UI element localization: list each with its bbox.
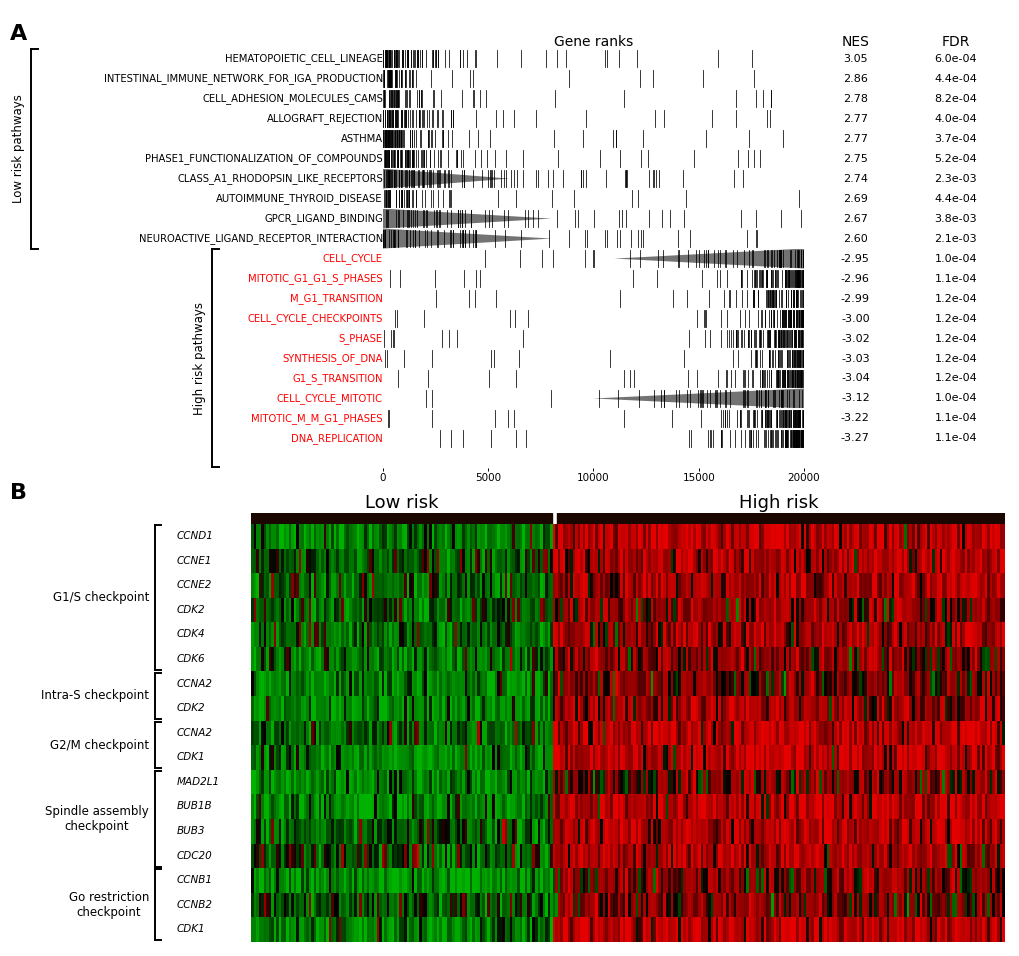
Text: BUB3: BUB3 <box>176 826 205 836</box>
Text: 1.2e-04: 1.2e-04 <box>933 293 976 304</box>
Text: G1/S checkpoint: G1/S checkpoint <box>52 591 149 604</box>
Text: SYNTHESIS_OF_DNA: SYNTHESIS_OF_DNA <box>282 353 382 364</box>
Text: 1.2e-04: 1.2e-04 <box>933 374 976 383</box>
Text: CDK1: CDK1 <box>176 752 205 762</box>
Text: CDK2: CDK2 <box>176 704 205 713</box>
Text: -3.02: -3.02 <box>841 334 869 343</box>
Text: 2.86: 2.86 <box>842 74 867 84</box>
Text: 1.0e-04: 1.0e-04 <box>933 253 976 264</box>
Text: AUTOIMMUNE_THYROID_DISEASE: AUTOIMMUNE_THYROID_DISEASE <box>216 193 382 204</box>
Text: 2.69: 2.69 <box>842 193 867 204</box>
Text: 2.1e-03: 2.1e-03 <box>933 233 976 244</box>
Text: HEMATOPOIETIC_CELL_LINEAGE: HEMATOPOIETIC_CELL_LINEAGE <box>225 54 382 64</box>
Text: High risk: High risk <box>738 493 817 511</box>
Text: 1.2e-04: 1.2e-04 <box>933 354 976 363</box>
Text: CELL_CYCLE_MITOTIC: CELL_CYCLE_MITOTIC <box>276 393 382 404</box>
Text: -2.99: -2.99 <box>840 293 869 304</box>
Text: 2.3e-03: 2.3e-03 <box>933 174 976 184</box>
Text: G1_S_TRANSITION: G1_S_TRANSITION <box>292 373 382 384</box>
Text: 3.7e-04: 3.7e-04 <box>933 134 976 143</box>
Text: -3.04: -3.04 <box>841 374 869 383</box>
Text: -3.03: -3.03 <box>841 354 869 363</box>
Text: NES: NES <box>841 35 868 50</box>
Text: CDK4: CDK4 <box>176 629 205 640</box>
Text: B: B <box>10 483 28 503</box>
Polygon shape <box>593 388 803 408</box>
Text: CDK2: CDK2 <box>176 605 205 615</box>
Bar <box>251 512 551 524</box>
Text: CDK6: CDK6 <box>176 654 205 664</box>
Text: High risk pathways: High risk pathways <box>193 301 206 415</box>
Polygon shape <box>382 228 551 249</box>
Text: 1.2e-04: 1.2e-04 <box>933 334 976 343</box>
Text: -2.96: -2.96 <box>840 273 869 284</box>
Text: 1.1e-04: 1.1e-04 <box>933 433 976 444</box>
Text: Spindle assembly
checkpoint: Spindle assembly checkpoint <box>45 805 149 833</box>
Text: CELL_ADHESION_MOLECULES_CAMS: CELL_ADHESION_MOLECULES_CAMS <box>202 93 382 104</box>
Text: 5.2e-04: 5.2e-04 <box>933 154 976 163</box>
Text: 2.78: 2.78 <box>842 94 867 103</box>
Text: INTESTINAL_IMMUNE_NETWORK_FOR_IGA_PRODUCTION: INTESTINAL_IMMUNE_NETWORK_FOR_IGA_PRODUC… <box>104 74 382 84</box>
Text: 2.60: 2.60 <box>842 233 867 244</box>
Text: 4.0e-04: 4.0e-04 <box>933 114 976 123</box>
Text: CCNA2: CCNA2 <box>176 728 212 738</box>
Text: 8.2e-04: 8.2e-04 <box>933 94 976 103</box>
Text: GPCR_LIGAND_BINDING: GPCR_LIGAND_BINDING <box>264 213 382 224</box>
Text: 3.8e-03: 3.8e-03 <box>933 213 976 224</box>
Text: MAD2L1: MAD2L1 <box>176 777 219 787</box>
Text: 1.1e-04: 1.1e-04 <box>933 413 976 424</box>
Text: 3.05: 3.05 <box>843 54 867 64</box>
Text: 6.0e-04: 6.0e-04 <box>933 54 976 64</box>
Text: 2.77: 2.77 <box>842 134 867 143</box>
Text: -3.00: -3.00 <box>841 314 869 323</box>
Text: Gene ranks: Gene ranks <box>553 35 633 50</box>
Text: DNA_REPLICATION: DNA_REPLICATION <box>290 433 382 444</box>
Text: S_PHASE: S_PHASE <box>338 333 382 344</box>
Text: -2.95: -2.95 <box>840 253 869 264</box>
Text: 1.1e-04: 1.1e-04 <box>933 273 976 284</box>
Text: 2.75: 2.75 <box>842 154 867 163</box>
Text: MITOTIC_M_M_G1_PHASES: MITOTIC_M_M_G1_PHASES <box>251 413 382 424</box>
Polygon shape <box>613 249 803 269</box>
Text: CCND1: CCND1 <box>176 532 213 541</box>
Text: Low risk: Low risk <box>365 493 438 511</box>
Bar <box>556 512 1004 524</box>
Text: CCNE2: CCNE2 <box>176 580 212 590</box>
Polygon shape <box>382 168 508 188</box>
Text: 2.74: 2.74 <box>842 174 867 184</box>
Text: 1.2e-04: 1.2e-04 <box>933 314 976 323</box>
Text: CLASS_A1_RHODOPSIN_LIKE_RECEPTORS: CLASS_A1_RHODOPSIN_LIKE_RECEPTORS <box>177 173 382 185</box>
Text: 2.67: 2.67 <box>842 213 867 224</box>
Text: CCNB2: CCNB2 <box>176 900 212 910</box>
Text: MITOTIC_G1_G1_S_PHASES: MITOTIC_G1_G1_S_PHASES <box>248 273 382 284</box>
Text: Intra-S checkpoint: Intra-S checkpoint <box>41 689 149 703</box>
Text: -3.22: -3.22 <box>840 413 869 424</box>
Text: 4.4e-04: 4.4e-04 <box>933 74 976 84</box>
Text: G2/M checkpoint: G2/M checkpoint <box>50 739 149 751</box>
Text: PHASE1_FUNCTIONALIZATION_OF_COMPOUNDS: PHASE1_FUNCTIONALIZATION_OF_COMPOUNDS <box>145 153 382 164</box>
Text: ASTHMA: ASTHMA <box>340 134 382 143</box>
Text: Low risk pathways: Low risk pathways <box>12 95 24 203</box>
Text: -3.12: -3.12 <box>841 394 869 403</box>
Text: CCNE1: CCNE1 <box>176 555 212 566</box>
Text: FDR: FDR <box>941 35 969 50</box>
Text: 2.77: 2.77 <box>842 114 867 123</box>
Text: CDC20: CDC20 <box>176 851 212 860</box>
Text: ALLOGRAFT_REJECTION: ALLOGRAFT_REJECTION <box>266 113 382 124</box>
Text: CCNA2: CCNA2 <box>176 679 212 688</box>
Text: 4.4e-04: 4.4e-04 <box>933 193 976 204</box>
Text: CELL_CYCLE: CELL_CYCLE <box>323 253 382 264</box>
Text: -3.27: -3.27 <box>840 433 869 444</box>
Text: CCNB1: CCNB1 <box>176 876 212 885</box>
Polygon shape <box>382 208 551 228</box>
Text: CDK1: CDK1 <box>176 924 205 934</box>
Text: BUB1B: BUB1B <box>176 801 212 812</box>
Text: A: A <box>10 24 28 44</box>
Text: M_G1_TRANSITION: M_G1_TRANSITION <box>289 293 382 304</box>
Text: NEUROACTIVE_LIGAND_RECEPTOR_INTERACTION: NEUROACTIVE_LIGAND_RECEPTOR_INTERACTION <box>139 233 382 244</box>
Text: CELL_CYCLE_CHECKPOINTS: CELL_CYCLE_CHECKPOINTS <box>248 313 382 324</box>
Text: 1.0e-04: 1.0e-04 <box>933 394 976 403</box>
Text: Go restriction
checkpoint: Go restriction checkpoint <box>68 891 149 919</box>
